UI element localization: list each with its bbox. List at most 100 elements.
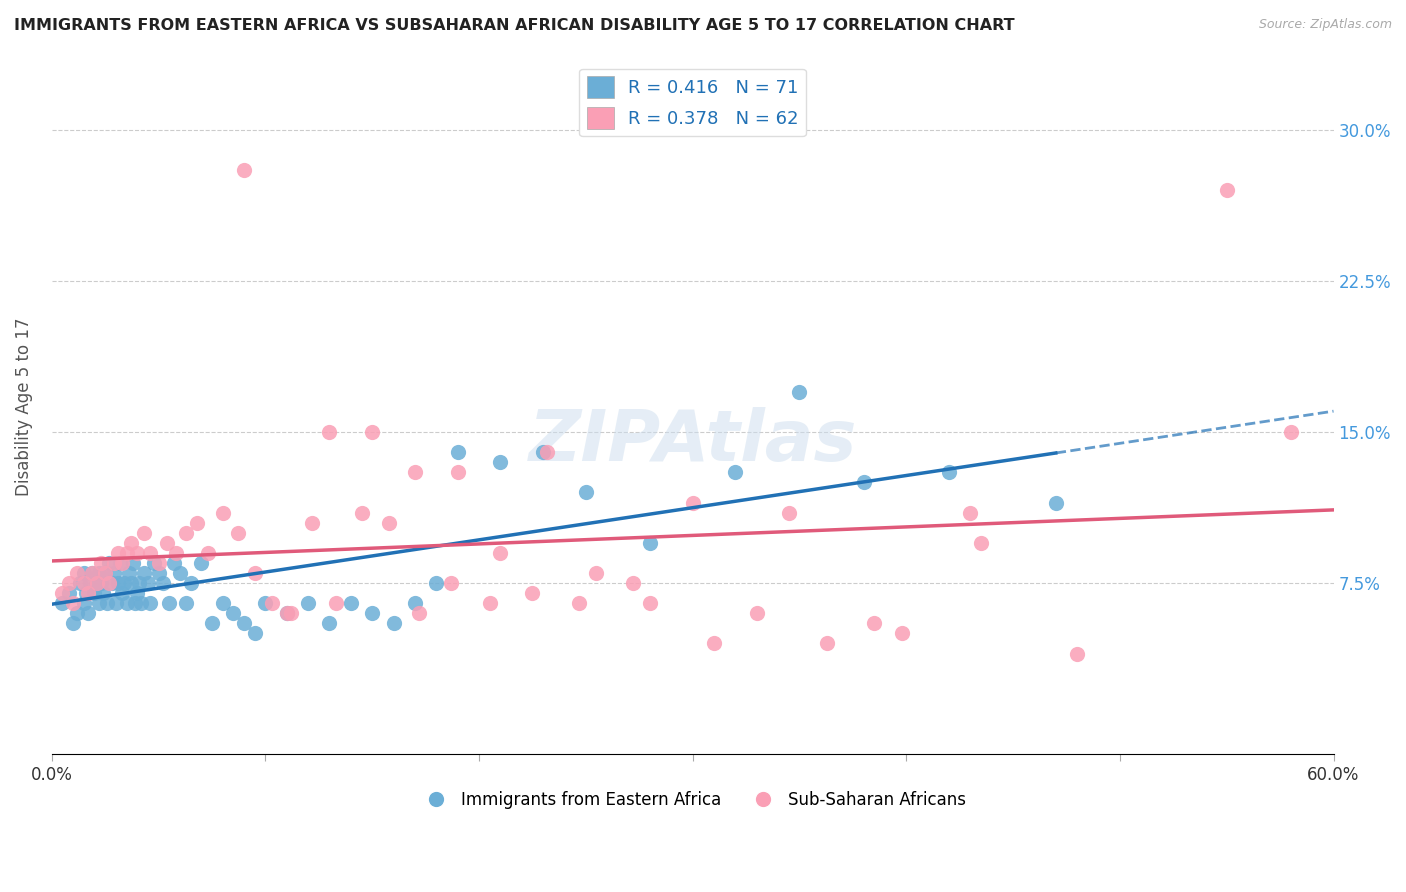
Point bbox=[143, 556, 166, 570]
Point bbox=[575, 485, 598, 500]
Point bbox=[378, 516, 401, 530]
Point bbox=[98, 576, 121, 591]
Point bbox=[148, 566, 170, 580]
Point bbox=[124, 596, 146, 610]
Point bbox=[789, 384, 811, 399]
Point bbox=[58, 576, 80, 591]
Point bbox=[86, 576, 108, 591]
Point bbox=[96, 596, 118, 610]
Point bbox=[585, 566, 607, 580]
Point bbox=[128, 576, 150, 591]
Point bbox=[169, 566, 191, 580]
Point bbox=[62, 596, 84, 610]
Point bbox=[120, 536, 142, 550]
Point bbox=[51, 596, 73, 610]
Point bbox=[66, 566, 89, 580]
Point bbox=[522, 586, 544, 600]
Point bbox=[815, 636, 838, 650]
Point bbox=[489, 546, 512, 560]
Point bbox=[115, 546, 138, 560]
Point bbox=[90, 576, 112, 591]
Point bbox=[446, 466, 468, 480]
Point bbox=[970, 536, 993, 550]
Point bbox=[132, 525, 155, 540]
Point bbox=[82, 566, 104, 580]
Point bbox=[489, 455, 512, 469]
Point bbox=[66, 607, 89, 621]
Point bbox=[103, 566, 125, 580]
Point bbox=[87, 596, 110, 610]
Point bbox=[83, 586, 105, 600]
Point bbox=[162, 556, 184, 570]
Point bbox=[58, 586, 80, 600]
Point bbox=[139, 546, 162, 560]
Point bbox=[233, 616, 256, 631]
Point bbox=[176, 525, 198, 540]
Point bbox=[638, 596, 661, 610]
Point bbox=[318, 616, 340, 631]
Point bbox=[100, 576, 122, 591]
Point bbox=[107, 576, 129, 591]
Point bbox=[127, 546, 149, 560]
Point bbox=[131, 596, 153, 610]
Point bbox=[724, 466, 747, 480]
Point bbox=[568, 596, 591, 610]
Point bbox=[243, 566, 266, 580]
Point bbox=[77, 586, 100, 600]
Point bbox=[536, 445, 558, 459]
Point bbox=[201, 616, 224, 631]
Point bbox=[226, 525, 249, 540]
Point bbox=[91, 586, 114, 600]
Point bbox=[1279, 425, 1302, 439]
Point bbox=[115, 596, 138, 610]
Point bbox=[745, 607, 768, 621]
Point bbox=[276, 607, 298, 621]
Point bbox=[276, 607, 298, 621]
Point bbox=[243, 626, 266, 640]
Point bbox=[301, 516, 323, 530]
Point bbox=[90, 556, 112, 570]
Point bbox=[233, 163, 256, 178]
Point bbox=[186, 516, 208, 530]
Point bbox=[69, 576, 91, 591]
Point bbox=[94, 566, 117, 580]
Point bbox=[111, 556, 134, 570]
Point bbox=[103, 556, 125, 570]
Point bbox=[107, 546, 129, 560]
Point bbox=[180, 576, 202, 591]
Point bbox=[136, 576, 159, 591]
Y-axis label: Disability Age 5 to 17: Disability Age 5 to 17 bbox=[15, 318, 32, 496]
Point bbox=[104, 596, 127, 610]
Point bbox=[190, 556, 212, 570]
Point bbox=[938, 466, 960, 480]
Point bbox=[404, 596, 426, 610]
Point bbox=[75, 586, 97, 600]
Point bbox=[87, 566, 110, 580]
Point bbox=[148, 556, 170, 570]
Point bbox=[1215, 184, 1237, 198]
Point bbox=[478, 596, 501, 610]
Point bbox=[1066, 647, 1088, 661]
Text: Source: ZipAtlas.com: Source: ZipAtlas.com bbox=[1258, 18, 1392, 31]
Point bbox=[132, 566, 155, 580]
Point bbox=[73, 576, 96, 591]
Point bbox=[73, 566, 96, 580]
Text: ZIPAtlas: ZIPAtlas bbox=[529, 407, 856, 476]
Legend: Immigrants from Eastern Africa, Sub-Saharan Africans: Immigrants from Eastern Africa, Sub-Saha… bbox=[413, 784, 973, 815]
Point bbox=[959, 506, 981, 520]
Point bbox=[408, 607, 430, 621]
Point bbox=[197, 546, 219, 560]
Point bbox=[440, 576, 463, 591]
Point bbox=[152, 576, 174, 591]
Point bbox=[118, 566, 141, 580]
Point bbox=[86, 576, 108, 591]
Point bbox=[157, 596, 180, 610]
Point bbox=[176, 596, 198, 610]
Point bbox=[94, 566, 117, 580]
Point bbox=[98, 556, 121, 570]
Point bbox=[77, 607, 100, 621]
Point bbox=[863, 616, 886, 631]
Point bbox=[446, 445, 468, 459]
Point bbox=[325, 596, 347, 610]
Point bbox=[127, 586, 149, 600]
